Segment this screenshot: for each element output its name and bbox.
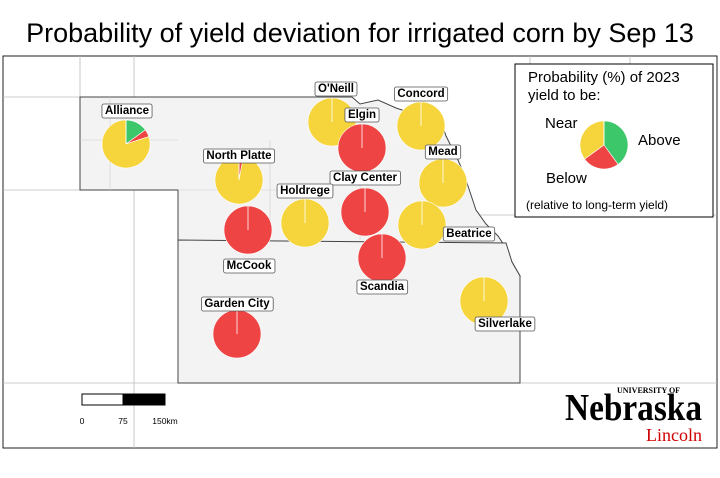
legend-sample-pie [579, 120, 629, 170]
legend-pie-near-slice [579, 120, 605, 160]
legend-title-line1: Probability (%) of 2023 [528, 69, 680, 86]
legend-pie-below-slice [584, 144, 619, 170]
label-scandia: Scandia [356, 279, 409, 295]
label-box-scandia [356, 279, 409, 295]
label-beatrice: Beatrice [442, 226, 496, 242]
logo-nebraska: Nebraska [565, 387, 702, 429]
legend-pie-above-slice [603, 120, 629, 165]
legend: Probability (%) of 2023 yield to be: Nea… [514, 63, 714, 218]
scale-bar: 0 75 150km [80, 393, 178, 426]
label-box-mccook [223, 258, 276, 274]
label-box-concord [393, 86, 449, 102]
label-text-alliance: Alliance [105, 105, 149, 117]
label-text-beatrice: Beatrice [446, 228, 491, 240]
label-box-o-neill [314, 81, 358, 97]
label-box-beatrice [442, 226, 496, 242]
label-mead: Mead [424, 144, 462, 160]
pie-mccook [223, 205, 273, 255]
scale-tick-150: 150km [152, 416, 178, 426]
label-text-silverlake: Silverlake [478, 318, 532, 330]
label-o-neill: O'Neill [314, 81, 358, 97]
legend-below-label: Below [546, 170, 587, 187]
map-title: Probability of yield deviation for irrig… [26, 18, 694, 48]
pie-clay-center [340, 187, 390, 237]
kansas-outline [177, 239, 521, 384]
label-garden-city: Garden City [201, 296, 274, 312]
label-text-mccook: McCook [227, 260, 272, 272]
label-text-north-platte: North Platte [206, 150, 271, 162]
legend-note: (relative to long-term yield) [526, 198, 668, 212]
legend-above-label: Above [638, 132, 681, 149]
legend-near-label: Near [545, 115, 578, 132]
label-alliance: Alliance [101, 103, 153, 119]
label-elgin: Elgin [344, 107, 380, 123]
label-box-holdrege [276, 183, 334, 199]
label-box-garden-city [201, 296, 274, 312]
pie-scandia [357, 233, 407, 283]
label-text-mead: Mead [428, 146, 457, 158]
pie-alliance [101, 119, 151, 169]
label-holdrege: Holdrege [276, 183, 334, 199]
label-north-platte: North Platte [203, 148, 275, 164]
label-text-o-neill: O'Neill [318, 83, 354, 95]
label-silverlake: Silverlake [474, 316, 536, 332]
site-labels: Alliance O'Neill Concord Elgin North Platte M… [101, 81, 536, 332]
pie-beatrice [397, 200, 447, 250]
pie-mead [418, 158, 468, 208]
scale-tick-0: 0 [80, 416, 85, 426]
pie-elgin [337, 123, 387, 173]
logo-university: UNIVERSITY OF [617, 386, 680, 395]
label-mccook: McCook [223, 258, 276, 274]
unl-logo: UNIVERSITY OF Nebraska Lincoln [565, 386, 702, 445]
label-box-clay-center [329, 170, 401, 186]
label-text-garden-city: Garden City [204, 298, 270, 310]
label-box-mead [424, 144, 462, 160]
label-text-concord: Concord [397, 88, 444, 100]
label-clay-center: Clay Center [329, 170, 401, 186]
pie-alliance-near-slice [101, 119, 151, 169]
label-concord: Concord [393, 86, 449, 102]
label-box-north-platte [203, 148, 275, 164]
label-text-holdrege: Holdrege [280, 185, 330, 197]
label-text-clay-center: Clay Center [333, 172, 397, 184]
site-pies [101, 97, 509, 359]
pie-garden-city [212, 309, 262, 359]
label-text-elgin: Elgin [348, 109, 376, 121]
label-box-silverlake [474, 316, 536, 332]
label-box-alliance [101, 103, 153, 119]
pie-holdrege [280, 198, 330, 248]
pie-concord [396, 101, 446, 151]
scale-tick-75: 75 [118, 416, 128, 426]
legend-title-line2: yield to be: [528, 87, 601, 104]
label-box-elgin [344, 107, 380, 123]
label-text-scandia: Scandia [360, 281, 405, 293]
logo-lincoln: Lincoln [646, 425, 702, 445]
